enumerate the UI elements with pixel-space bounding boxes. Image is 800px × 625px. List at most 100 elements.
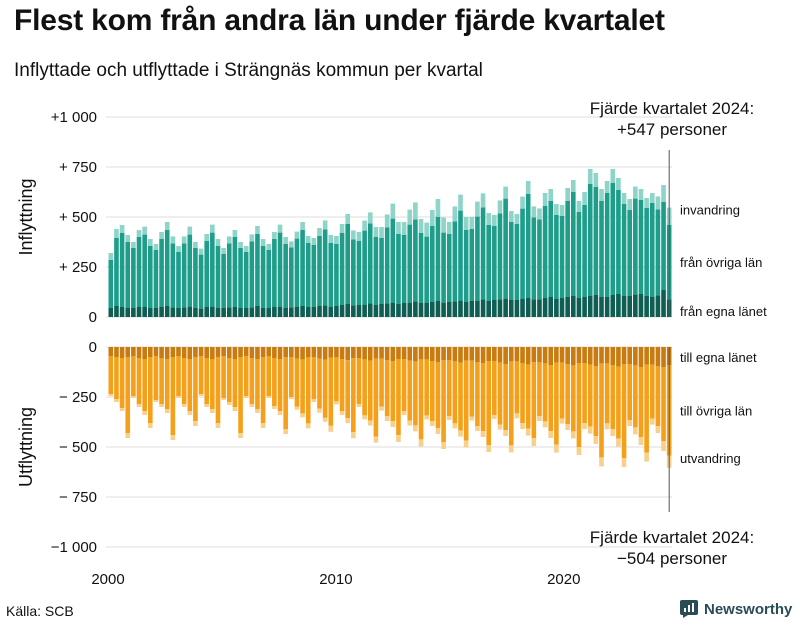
bar-segment [435, 199, 441, 217]
bar-segment [125, 235, 131, 242]
source-note: Källa: SCB [6, 603, 74, 619]
bar-segment [362, 415, 367, 420]
bar-segment [638, 200, 644, 294]
newsworthy-icon [680, 600, 698, 618]
bar-segment [463, 302, 469, 317]
bar-segment [356, 358, 362, 404]
bar-segment [317, 358, 322, 409]
bar-segment [587, 169, 593, 184]
bar-segment [345, 347, 351, 361]
bar-segment [435, 217, 441, 301]
bar-segment [384, 214, 390, 228]
series-label: från övriga län [680, 255, 762, 270]
bar-segment [576, 447, 582, 455]
bar-segment [475, 216, 480, 301]
bar-segment [131, 308, 136, 317]
bar-segment [497, 424, 503, 430]
bar-segment [131, 396, 136, 398]
bar-segment [525, 364, 531, 429]
bar-segment [435, 428, 441, 434]
bar-segment [396, 359, 401, 435]
y-tick-label: 0 [89, 339, 97, 356]
bar-segment [288, 357, 294, 397]
bar-segment [108, 394, 114, 396]
bar-segment [413, 425, 418, 432]
bar-segment [649, 203, 655, 297]
bar-segment [272, 307, 277, 317]
bar-segment [599, 201, 604, 297]
bar-segment [215, 347, 221, 357]
bar-segment [356, 241, 362, 305]
bar-segment [458, 210, 463, 301]
bar-segment [131, 347, 136, 356]
bar-segment [542, 421, 548, 428]
x-tick-label: 2020 [547, 571, 580, 588]
bar-segment [351, 230, 356, 240]
bar-segment [283, 244, 288, 308]
bar-segment [401, 222, 407, 235]
bar-segment [204, 234, 210, 241]
bar-segment [627, 420, 633, 426]
bar-segment [520, 363, 525, 423]
bar-segment [593, 347, 599, 366]
bar-segment [621, 193, 627, 204]
bar-segment [181, 358, 187, 404]
bar-segment [542, 363, 548, 422]
bar-segment [288, 397, 294, 399]
bar-segment [249, 404, 255, 407]
bar-segment [649, 193, 655, 203]
bar-segment [367, 223, 373, 304]
bar-segment [429, 347, 435, 361]
bar-segment [142, 359, 147, 411]
bar-segment [390, 302, 396, 317]
bar-segment [266, 250, 272, 308]
bar-segment [531, 299, 537, 317]
bar-segment [514, 413, 520, 419]
bar-segment [413, 301, 418, 317]
bar-segment [300, 222, 305, 230]
bar-segment [655, 295, 661, 317]
bar-segment [198, 254, 204, 309]
bar-segment [198, 308, 204, 317]
bar-segment [531, 217, 537, 300]
bar-segment [627, 347, 633, 364]
bar-segment [334, 244, 339, 306]
bar-segment [226, 307, 232, 317]
bar-segment [142, 306, 147, 317]
bar-segment [424, 236, 429, 303]
bar-segment [114, 229, 119, 238]
bar-segment [610, 365, 616, 429]
bar-segment [469, 229, 475, 301]
bar-segment [294, 231, 300, 239]
bar-segment [390, 361, 396, 421]
bar-segment [554, 347, 559, 363]
bar-segment [548, 201, 554, 297]
bar-segment [452, 301, 458, 317]
bar-segment [198, 356, 204, 394]
bar-segment [570, 347, 576, 366]
bar-segment [520, 298, 525, 317]
bar-segment [503, 347, 508, 364]
bar-segment [272, 239, 277, 307]
bar-segment [655, 196, 661, 210]
bar-segment [655, 209, 661, 296]
bar-segment [351, 347, 356, 359]
bar-segment [221, 398, 226, 400]
bar-segment [373, 227, 379, 237]
bar-segment [176, 396, 181, 398]
bar-segment [525, 347, 531, 365]
bar-segment [593, 187, 599, 295]
bar-segment [480, 363, 486, 431]
bar-segment [283, 357, 288, 429]
bar-segment [164, 409, 170, 413]
bar-segment [520, 423, 525, 429]
bar-segment [136, 404, 142, 407]
bar-segment [514, 361, 520, 414]
bar-segment [452, 347, 458, 362]
bar-segment [638, 294, 644, 317]
bar-segment [131, 242, 136, 248]
bar-segment [187, 347, 193, 359]
bar-segment [633, 365, 638, 428]
bar-segment [661, 441, 666, 451]
bar-segment [520, 196, 525, 209]
